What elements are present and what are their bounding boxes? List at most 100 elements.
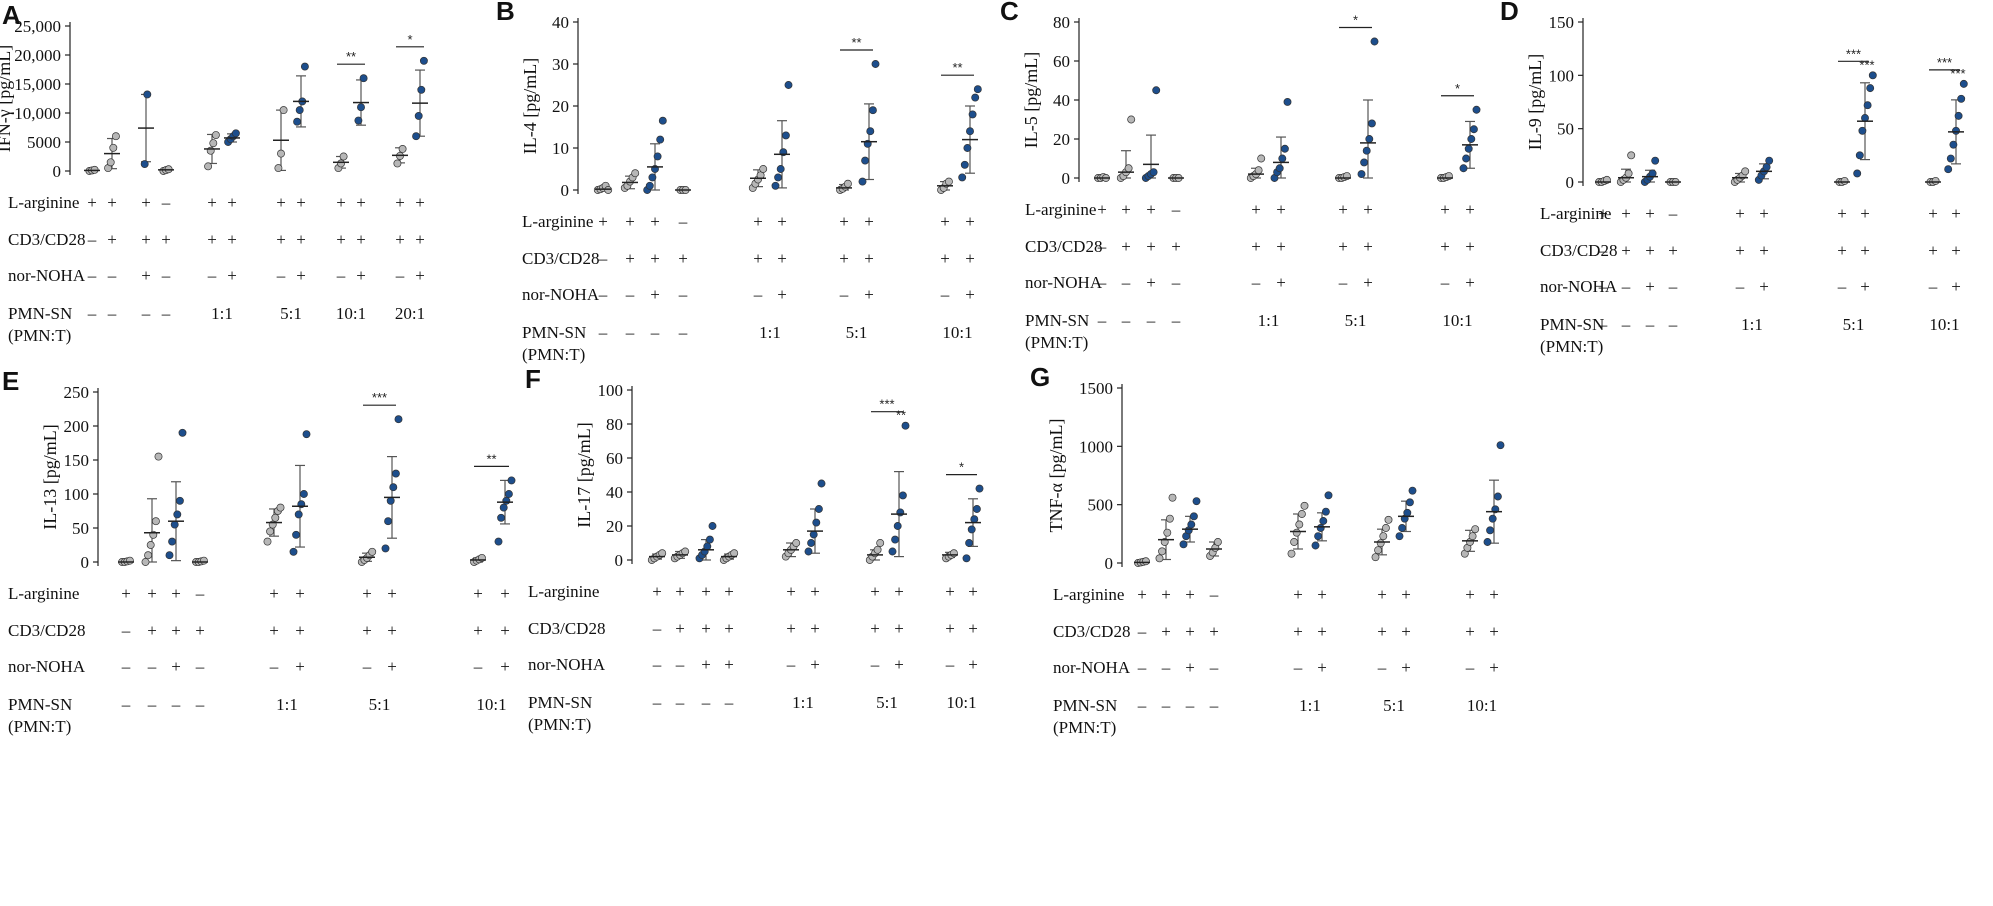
condition-nor: – — [1171, 273, 1181, 292]
condition-cd3: + — [1363, 237, 1373, 256]
condition-cd3: + — [1735, 241, 1745, 260]
row-label-cd3: CD3/CD28 — [522, 249, 599, 268]
condition-nor: + — [387, 657, 397, 676]
data-point — [1192, 497, 1201, 506]
data-point — [175, 496, 184, 505]
condition-arg: + — [945, 582, 955, 601]
condition-arg: + — [701, 582, 711, 601]
group-5 — [1754, 156, 1774, 184]
data-point — [1152, 86, 1161, 95]
condition-arg: + — [1928, 204, 1938, 223]
data-point — [295, 106, 304, 115]
data-point — [873, 545, 882, 554]
group-6 — [836, 179, 852, 194]
condition-arg: + — [1338, 200, 1348, 219]
condition-nor: – — [1209, 658, 1219, 677]
row-label-pmn-ratio: (PMN:T) — [8, 717, 71, 736]
condition-cd3: + — [625, 249, 635, 268]
group-2 — [695, 522, 717, 563]
condition-cd3: + — [870, 619, 880, 638]
y-tick-label: 40 — [552, 13, 569, 32]
condition-cd3: + — [1317, 622, 1327, 641]
condition-arg: + — [1489, 585, 1499, 604]
row-label-arg: L-arginine — [1053, 585, 1124, 604]
data-point — [386, 496, 395, 505]
group-6 — [865, 539, 885, 564]
group-0 — [593, 181, 613, 194]
condition-nor: + — [777, 285, 787, 304]
group-9 — [353, 74, 369, 126]
condition-arg: + — [786, 582, 796, 601]
row-label-nor: nor-NOHA — [528, 655, 606, 674]
condition-arg: + — [227, 193, 237, 212]
data-point — [394, 415, 403, 424]
data-point — [893, 522, 902, 530]
group-1 — [1155, 493, 1177, 563]
data-point — [499, 503, 508, 512]
data-point — [1408, 486, 1417, 495]
data-point — [1141, 557, 1150, 566]
data-point — [1855, 151, 1864, 160]
condition-nor: + — [650, 285, 660, 304]
group-6 — [1371, 515, 1393, 562]
data-point — [963, 144, 972, 152]
group-6 — [1335, 172, 1351, 182]
group-3 — [1665, 178, 1681, 186]
condition-arg: + — [1621, 204, 1631, 223]
significance-label: * — [1455, 81, 1460, 96]
data-point — [1959, 79, 1968, 88]
condition-cd3: + — [810, 619, 820, 638]
data-point — [1954, 111, 1963, 120]
group-2 — [1640, 156, 1660, 186]
condition-cd3: + — [107, 230, 117, 249]
y-tick-label: 1500 — [1079, 379, 1113, 398]
data-point — [705, 535, 714, 544]
condition-nor: – — [598, 285, 608, 304]
condition-cd3: + — [295, 621, 305, 640]
condition-arg: + — [1137, 585, 1147, 604]
data-point — [1866, 84, 1875, 93]
group-0 — [1094, 173, 1110, 182]
group-7 — [1395, 486, 1417, 541]
significance-label: *** — [1937, 55, 1952, 70]
row-label-arg: L-arginine — [1025, 200, 1096, 219]
condition-nor: – — [1668, 277, 1678, 296]
y-tick-label: 150 — [64, 451, 90, 470]
data-point — [302, 430, 311, 439]
significance-label: *** — [879, 397, 894, 412]
condition-cd3: + — [940, 249, 950, 268]
condition-nor: + — [296, 266, 306, 285]
data-point — [168, 537, 177, 546]
data-point — [391, 469, 400, 478]
data-point — [1311, 541, 1320, 550]
condition-cd3: + — [500, 621, 510, 640]
condition-arg: + — [141, 193, 151, 212]
condition-cd3: – — [87, 230, 97, 249]
group-5 — [289, 430, 311, 556]
condition-arg: + — [1161, 585, 1171, 604]
row-label-nor: nor-NOHA — [8, 266, 86, 285]
data-point — [502, 496, 511, 505]
condition-cd3: + — [1465, 237, 1475, 256]
data-point — [968, 110, 977, 119]
data-point — [814, 505, 823, 513]
y-axis-label: IL-13 [pg/mL] — [40, 424, 60, 529]
y-tick-label: 10,000 — [14, 104, 61, 123]
group-2 — [165, 428, 187, 562]
data-point — [507, 476, 516, 485]
point-annotation: ** — [896, 408, 906, 423]
y-axis-label: TNF-α [pg/mL] — [1046, 419, 1066, 533]
group-3 — [719, 549, 739, 564]
pmn-label: – — [1645, 315, 1655, 334]
data-point — [648, 173, 657, 182]
data-point — [812, 518, 821, 527]
pmn-label: – — [1137, 696, 1147, 715]
y-axis-label: IL-4 [pg/mL] — [520, 58, 540, 154]
data-point — [1297, 510, 1306, 518]
data-point — [1398, 524, 1407, 532]
condition-nor: + — [171, 657, 181, 676]
condition-cd3: – — [1097, 237, 1107, 256]
data-point — [368, 547, 377, 556]
